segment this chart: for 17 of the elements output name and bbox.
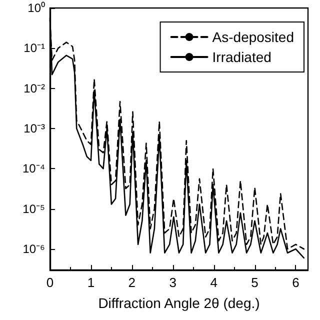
x-tick-label: 4 <box>210 275 218 290</box>
legend-label: As-deposited <box>212 29 294 45</box>
x-axis-title: Diffraction Angle 2θ (deg.) <box>98 295 260 311</box>
y-tick-label: 10⁻¹ <box>24 41 46 56</box>
y-tick-label: 10⁻⁵ <box>22 202 46 216</box>
x-tick-label: 2 <box>128 275 136 290</box>
y-tick-label: 10⁻⁴ <box>22 162 45 176</box>
y-tick-label: 10⁰ <box>28 1 45 15</box>
legend-label: Irradiated <box>212 49 272 65</box>
y-tick-label: 10⁻⁶ <box>22 242 46 256</box>
y-tick-label: 10⁻² <box>24 81 46 96</box>
x-tick-label: 5 <box>251 275 258 290</box>
x-tick-label: 0 <box>46 275 54 290</box>
x-tick-label: 1 <box>87 275 95 290</box>
x-tick-label: 6 <box>292 275 300 290</box>
y-tick-label: 10⁻³ <box>24 122 46 136</box>
x-tick-label: 3 <box>169 275 176 290</box>
